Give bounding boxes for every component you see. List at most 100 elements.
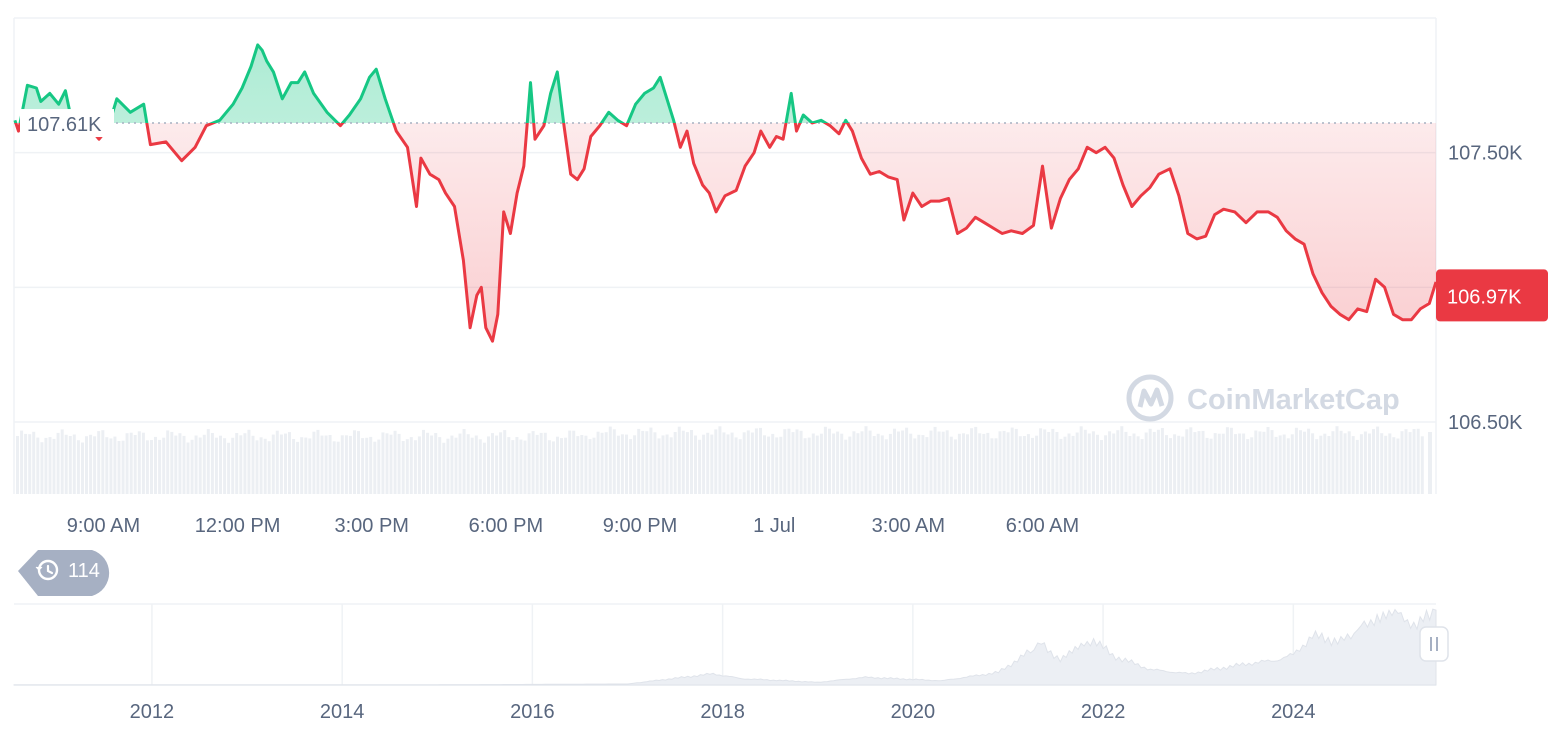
volume-bar bbox=[68, 436, 72, 494]
volume-bar bbox=[89, 434, 93, 494]
volume-bar bbox=[328, 435, 332, 494]
volume-bar bbox=[263, 438, 267, 494]
volume-bar bbox=[1242, 433, 1246, 494]
volume-bar bbox=[1303, 431, 1306, 494]
volume-bar bbox=[1132, 433, 1136, 494]
navigator-tick-label-1: 2014 bbox=[320, 701, 365, 723]
volume-bar bbox=[1112, 433, 1116, 494]
volume-bar bbox=[16, 436, 19, 494]
volume-bar bbox=[308, 438, 312, 494]
volume-bar bbox=[767, 436, 771, 494]
volume-bar bbox=[442, 442, 446, 494]
volume-bar bbox=[32, 431, 36, 494]
volume-bar bbox=[884, 439, 888, 494]
volume-bar bbox=[279, 434, 283, 494]
volume-bar bbox=[742, 432, 746, 494]
volume-bar bbox=[145, 440, 149, 494]
volume-bar bbox=[811, 433, 815, 494]
volume-bar bbox=[105, 437, 109, 494]
volume-bar bbox=[775, 437, 779, 494]
volume-bar bbox=[137, 431, 141, 494]
volume-bar bbox=[1136, 436, 1140, 494]
history-badge[interactable]: 114 bbox=[18, 550, 110, 596]
volume-bar bbox=[247, 429, 251, 494]
volume-bar bbox=[405, 439, 409, 494]
volume-bar bbox=[154, 436, 157, 494]
volume-bar bbox=[470, 437, 474, 494]
volume-bar bbox=[637, 428, 641, 494]
volume-bar bbox=[292, 439, 296, 494]
volume-bar bbox=[629, 439, 633, 494]
volume-bar bbox=[1059, 438, 1063, 494]
navigator-handle[interactable] bbox=[1419, 626, 1449, 662]
volume-bar bbox=[819, 433, 823, 494]
volume-bar bbox=[52, 438, 56, 494]
volume-bar bbox=[133, 435, 137, 494]
volume-bar bbox=[495, 435, 499, 494]
area-below-reference bbox=[15, 123, 1436, 342]
volume-bar bbox=[430, 435, 434, 494]
volume-bar bbox=[320, 435, 324, 494]
volume-bar bbox=[588, 439, 592, 494]
volume-bar bbox=[223, 438, 227, 494]
volume-bar bbox=[178, 433, 182, 494]
volume-bar bbox=[677, 426, 681, 494]
volume-bar bbox=[771, 433, 775, 494]
volume-bar bbox=[1258, 431, 1262, 494]
volume-bar bbox=[596, 431, 600, 494]
volume-bar bbox=[1039, 428, 1043, 494]
volume-bar bbox=[1229, 427, 1233, 494]
volume-bar bbox=[576, 436, 580, 494]
volume-bar bbox=[182, 435, 186, 494]
volume-bar bbox=[868, 430, 872, 494]
volume-bar bbox=[515, 437, 519, 494]
volume-bar bbox=[1096, 434, 1099, 494]
volume-bar bbox=[1047, 432, 1051, 494]
volume-bar bbox=[235, 433, 239, 494]
volume-bar bbox=[1209, 438, 1213, 494]
volume-bar bbox=[1384, 435, 1388, 494]
volume-bar bbox=[783, 429, 787, 494]
volume-bar bbox=[1213, 433, 1217, 494]
volume-bar bbox=[897, 431, 900, 494]
volume-bar bbox=[458, 433, 462, 494]
volume-bar bbox=[1083, 429, 1087, 494]
price-line bbox=[13, 43, 1438, 343]
navigator-tick-label-0: 2012 bbox=[130, 701, 175, 723]
volume-bar bbox=[560, 438, 563, 494]
volume-bar bbox=[803, 438, 807, 494]
volume-bar bbox=[1173, 434, 1177, 494]
volume-bar bbox=[373, 441, 377, 494]
volume-bar bbox=[535, 434, 539, 494]
coinmarketcap-logo bbox=[1126, 374, 1174, 422]
volume-bar bbox=[259, 437, 263, 494]
volume-bar bbox=[1408, 432, 1412, 494]
volume-bar bbox=[714, 429, 718, 494]
volume-bar bbox=[340, 435, 344, 494]
reference-label: 107.61K bbox=[20, 109, 114, 138]
volume-bar bbox=[284, 433, 287, 494]
volume-bar bbox=[917, 434, 921, 494]
volume-bar bbox=[685, 432, 689, 494]
volume-bar bbox=[763, 435, 766, 494]
volume-bar bbox=[170, 431, 174, 494]
range-navigator[interactable]: 2012 2014 2016 2018 2020 2022 2024 bbox=[13, 603, 1449, 723]
volume-bar bbox=[791, 432, 795, 494]
x-tick-label-3: 6:00 PM bbox=[469, 515, 543, 537]
volume-bar bbox=[734, 437, 738, 494]
volume-bar bbox=[1246, 439, 1250, 494]
volume-bar bbox=[316, 429, 320, 494]
volume-bar bbox=[474, 435, 478, 494]
volume-bar bbox=[1140, 439, 1144, 494]
volume-bar bbox=[1205, 437, 1209, 494]
volume-bar bbox=[1035, 435, 1039, 494]
volume-bar bbox=[945, 430, 949, 494]
volume-bar bbox=[1404, 429, 1408, 494]
volume-bar bbox=[592, 437, 596, 494]
volume-bar bbox=[251, 435, 255, 494]
volume-bar bbox=[1185, 429, 1189, 494]
volume-bar bbox=[832, 433, 836, 494]
volume-bar bbox=[1388, 433, 1392, 494]
